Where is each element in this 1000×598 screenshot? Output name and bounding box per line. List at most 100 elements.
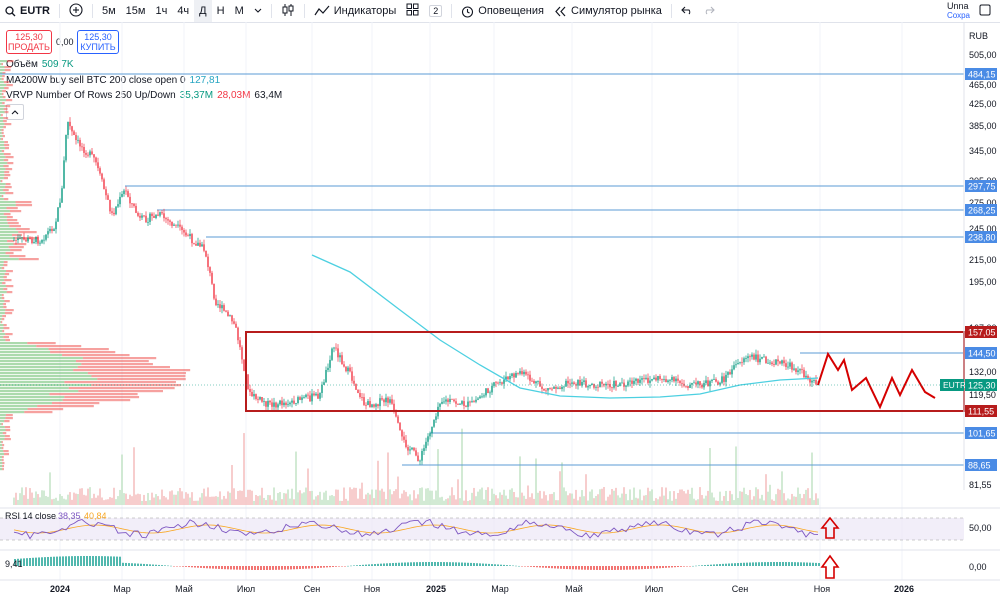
replay-button[interactable]: Симулятор рынка bbox=[549, 0, 667, 22]
volume-bar bbox=[673, 491, 675, 505]
macd-bar bbox=[608, 566, 610, 570]
macd-bar bbox=[158, 564, 160, 566]
macd-bar bbox=[671, 566, 673, 568]
macd-bar bbox=[239, 566, 241, 570]
candle-body bbox=[781, 360, 783, 364]
layout-count[interactable]: 2 bbox=[424, 0, 447, 22]
macd-bar bbox=[206, 566, 208, 569]
vrvp-bar bbox=[62, 354, 130, 357]
candle-body bbox=[281, 400, 283, 406]
candle-body bbox=[489, 392, 491, 394]
volume-legend[interactable]: Объём 509,7K bbox=[6, 59, 78, 70]
interval-month[interactable]: М bbox=[234, 5, 244, 17]
vrvp-bar bbox=[0, 378, 98, 381]
volume-bar bbox=[503, 489, 505, 505]
undo-button[interactable] bbox=[676, 0, 698, 22]
candle-body bbox=[711, 379, 713, 382]
volume-bar bbox=[709, 448, 711, 505]
alarm-clock-icon bbox=[461, 5, 474, 18]
candle-body bbox=[451, 398, 453, 400]
candle-body bbox=[597, 386, 599, 388]
macd-bar bbox=[215, 566, 217, 569]
vrvp-bar bbox=[0, 144, 5, 147]
vrvp-legend[interactable]: VRVP Number Of Rows 250 Up/Down 35,37M 28,… bbox=[6, 90, 286, 101]
volume-bar bbox=[541, 498, 543, 505]
alerts-button[interactable]: Оповещения bbox=[456, 0, 549, 22]
candle-body bbox=[331, 348, 333, 360]
interval-dropdown[interactable] bbox=[249, 0, 267, 22]
macd-bar bbox=[218, 566, 220, 569]
ma-legend[interactable]: MA200W buy sell BTC 200 close open 0 127,… bbox=[6, 75, 224, 86]
vrvp-bar bbox=[0, 123, 5, 126]
candle-body bbox=[663, 379, 665, 380]
forecast-zigzag[interactable] bbox=[817, 351, 936, 410]
interval-1h[interactable]: 1ч bbox=[155, 5, 168, 17]
vrvp-bar bbox=[1, 297, 5, 300]
volume-bar bbox=[169, 491, 171, 505]
interval-5m[interactable]: 5м bbox=[101, 5, 116, 17]
candle-body bbox=[639, 379, 641, 383]
indicators-button[interactable]: Индикаторы bbox=[309, 0, 402, 22]
candle-body bbox=[199, 242, 201, 247]
compare-symbol-button[interactable] bbox=[64, 0, 88, 22]
macd-bar bbox=[83, 556, 85, 566]
macd-bar bbox=[581, 566, 583, 570]
layout-count-badge: 2 bbox=[429, 5, 443, 17]
candle-body bbox=[611, 387, 613, 389]
macd-bar bbox=[788, 562, 790, 566]
volume-bar bbox=[399, 498, 401, 505]
candle-body bbox=[249, 389, 251, 392]
user-menu[interactable]: Unna Сохра bbox=[947, 2, 970, 21]
macd-bar bbox=[317, 566, 319, 568]
candle-body bbox=[241, 347, 243, 360]
volume-bar bbox=[221, 499, 223, 505]
interval-4h[interactable]: 4ч bbox=[177, 5, 190, 17]
macd-bar bbox=[422, 562, 424, 566]
buy-button[interactable]: 125,30 КУПИТЬ bbox=[77, 30, 119, 54]
interval-15m[interactable]: 15м bbox=[125, 5, 146, 17]
vrvp-bar bbox=[0, 120, 4, 123]
vrvp-bar bbox=[0, 387, 69, 390]
sell-button[interactable]: 125,30 ПРОДАТЬ bbox=[6, 30, 52, 54]
candle-body bbox=[353, 380, 355, 384]
vrvp-bar bbox=[0, 69, 5, 72]
volume-bar bbox=[395, 489, 397, 505]
candle-body bbox=[515, 373, 517, 378]
volume-bar bbox=[409, 494, 411, 505]
volume-bar bbox=[643, 495, 645, 505]
collapse-legend-button[interactable] bbox=[6, 104, 24, 120]
layout-button[interactable] bbox=[401, 0, 424, 22]
buy-price: 125,30 bbox=[84, 32, 112, 42]
fullscreen-button[interactable] bbox=[970, 4, 1000, 19]
vrvp-bar bbox=[0, 219, 7, 222]
chart-type-button[interactable] bbox=[276, 0, 300, 22]
volume-bar bbox=[381, 488, 383, 505]
volume-bar bbox=[315, 496, 317, 505]
volume-bar bbox=[665, 487, 667, 505]
candle-body bbox=[643, 378, 645, 379]
interval-week[interactable]: Н bbox=[216, 5, 225, 17]
symbol-search-button[interactable]: EUTR bbox=[0, 0, 55, 22]
range-box[interactable] bbox=[245, 331, 965, 412]
candle-body bbox=[619, 383, 621, 387]
candle-body bbox=[725, 374, 727, 382]
interval-day[interactable]: Д bbox=[194, 0, 212, 22]
redo-button[interactable] bbox=[698, 0, 720, 22]
volume-bar bbox=[373, 498, 375, 505]
volume-bar bbox=[299, 490, 301, 505]
rsi-signal-line bbox=[13, 524, 819, 534]
candle-body bbox=[551, 388, 553, 390]
volume-bar bbox=[415, 498, 417, 505]
volume-bar bbox=[183, 498, 185, 505]
volume-bar bbox=[229, 492, 231, 505]
candle-body bbox=[91, 151, 93, 155]
macd-bar bbox=[692, 565, 694, 567]
price-tick: 195,00 bbox=[969, 277, 997, 287]
candle-body bbox=[285, 402, 287, 406]
vrvp-bar bbox=[81, 363, 153, 366]
right-toolbar: Unna Сохра bbox=[941, 0, 1000, 22]
macd-bar bbox=[212, 566, 214, 569]
volume-bar bbox=[795, 496, 797, 505]
candle-body bbox=[771, 362, 773, 365]
vrvp-bar bbox=[2, 462, 5, 465]
